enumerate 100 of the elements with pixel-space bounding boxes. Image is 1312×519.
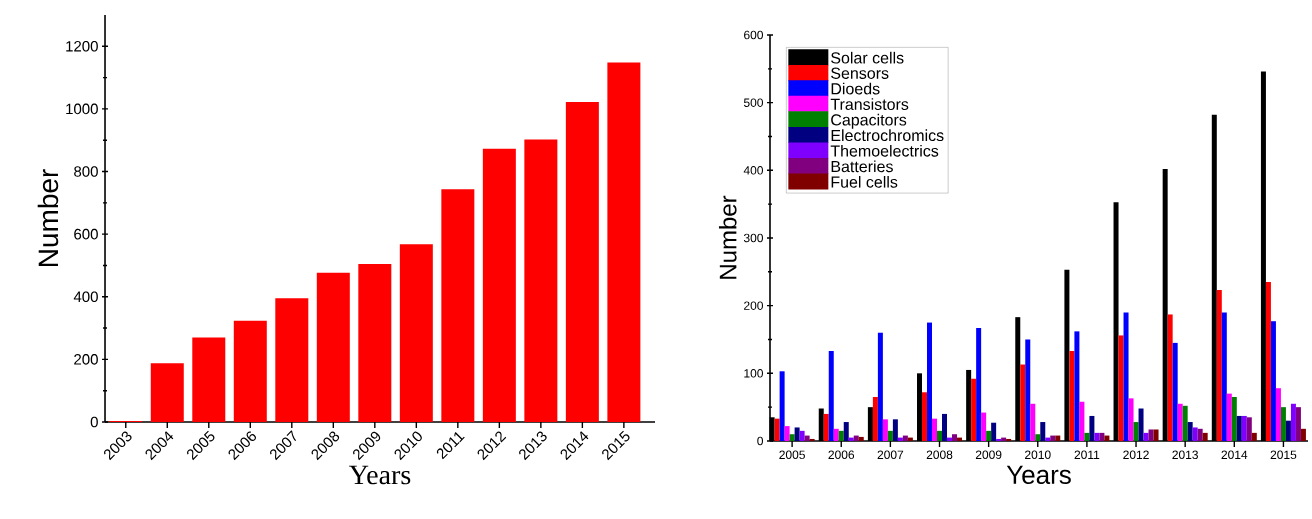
bar	[1050, 435, 1056, 441]
bar	[1285, 420, 1291, 441]
bar	[1300, 428, 1306, 441]
bar	[1030, 403, 1036, 441]
bar	[794, 427, 800, 441]
y-tick-label: 200	[744, 301, 763, 310]
bar	[981, 412, 987, 441]
bar	[524, 139, 558, 422]
y-tick-label: 1200	[66, 40, 98, 52]
y-tick-label: 600	[744, 30, 763, 40]
bar	[1221, 312, 1227, 441]
legend-label: Themoelectrics	[830, 144, 939, 157]
bar	[809, 438, 815, 441]
bar	[843, 422, 849, 441]
bar	[1226, 393, 1232, 441]
bar	[996, 438, 1002, 441]
y-tick-label: 500	[743, 98, 763, 107]
bar	[316, 272, 350, 422]
bar	[1231, 397, 1237, 441]
bar	[441, 189, 475, 422]
legend-label: Electrochromics	[831, 129, 944, 142]
x-axis-title: Years	[1006, 465, 1071, 485]
bar	[1265, 281, 1271, 441]
legend-label: Sensors	[831, 67, 889, 79]
bar	[1182, 405, 1188, 441]
bar	[1290, 403, 1296, 441]
bar	[1099, 432, 1105, 441]
bar	[804, 435, 810, 441]
bar	[1148, 429, 1154, 441]
bar	[1006, 438, 1012, 441]
x-tick-label: 2013	[1172, 450, 1198, 460]
bar	[887, 430, 893, 441]
bar	[1123, 312, 1129, 441]
bar	[853, 435, 859, 441]
y-tick-label: 600	[74, 228, 98, 240]
y-tick-label: 800	[74, 166, 98, 177]
bar	[1153, 429, 1159, 441]
bar	[150, 363, 184, 422]
bar	[892, 419, 898, 441]
bar	[927, 322, 933, 441]
bar	[482, 148, 516, 422]
bar	[858, 436, 864, 441]
bar	[833, 428, 839, 441]
x-tick-label: 2011	[1074, 450, 1100, 460]
y-axis-title: Number	[37, 169, 59, 266]
bar	[1035, 434, 1041, 441]
bar	[976, 327, 982, 441]
bar	[932, 418, 938, 441]
bar	[922, 392, 928, 441]
y-tick-label: 1000	[66, 103, 98, 115]
x-tick-label: 2015	[1270, 450, 1297, 460]
x-tick-label: 2010	[1025, 450, 1051, 460]
bar	[877, 332, 883, 441]
x-tick-label: 2007	[877, 450, 904, 460]
bar	[1055, 435, 1061, 441]
bar	[1025, 339, 1031, 441]
bar	[779, 371, 785, 441]
y-tick-label: 0	[757, 436, 764, 446]
bar	[971, 378, 977, 441]
bar	[902, 435, 908, 441]
bar	[823, 413, 829, 441]
bar	[774, 418, 780, 441]
bar	[1167, 314, 1173, 441]
bar	[1280, 407, 1286, 441]
bar	[799, 430, 805, 441]
bar	[828, 350, 834, 441]
bar	[952, 434, 958, 441]
legend-label: Dioeds	[831, 82, 880, 95]
bar	[1020, 364, 1026, 441]
x-tick-label: 2014	[1221, 450, 1248, 460]
bar	[986, 430, 992, 441]
bar	[1236, 415, 1242, 441]
bar	[784, 426, 790, 441]
bar	[937, 430, 943, 441]
bar	[1138, 408, 1144, 441]
bar	[1241, 415, 1247, 441]
bar	[1246, 417, 1252, 441]
legend-label: Capacitors	[831, 113, 907, 129]
bar	[233, 320, 267, 422]
legend-label: Solar cells	[831, 51, 904, 64]
bar	[1275, 388, 1281, 441]
bar	[1094, 432, 1100, 441]
x-tick-label: 2009	[975, 450, 1002, 460]
bar	[872, 397, 878, 441]
bar	[1187, 422, 1193, 441]
bar	[991, 422, 997, 441]
bar	[1084, 432, 1090, 441]
x-tick-label: 2008	[926, 450, 953, 460]
bar	[789, 434, 795, 441]
x-axis-title: Years	[349, 465, 411, 485]
legend-label: Batteries	[831, 160, 893, 173]
y-tick-label: 100	[744, 369, 763, 378]
bar	[1079, 401, 1085, 441]
bar	[1118, 335, 1124, 441]
bar	[565, 102, 599, 422]
bar	[1177, 403, 1183, 441]
y-tick-label: 300	[743, 233, 763, 243]
bar	[1089, 415, 1095, 441]
bar	[1074, 331, 1080, 441]
bar	[942, 413, 948, 441]
